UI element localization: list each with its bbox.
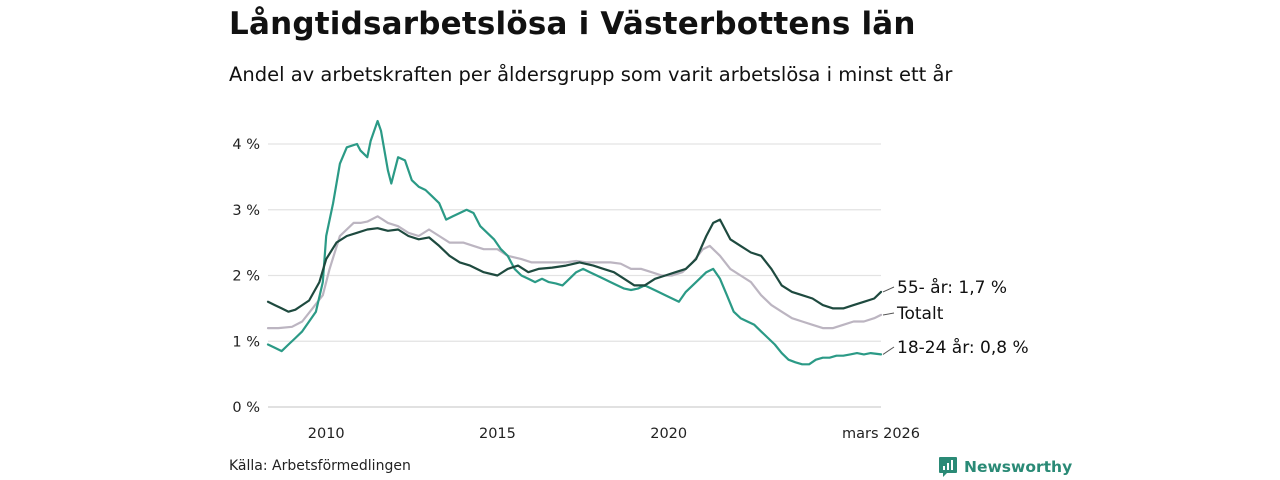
series-end-label: 18-24 år: 0,8 % bbox=[897, 337, 1029, 358]
brand[interactable]: Newsworthy bbox=[938, 456, 1072, 478]
newsworthy-logo-icon bbox=[939, 457, 957, 477]
x-tick-label: 2020 bbox=[650, 426, 687, 442]
chart-title: Långtidsarbetslösa i Västerbottens län bbox=[229, 6, 916, 42]
series-lines bbox=[266, 119, 883, 366]
source-note: Källa: Arbetsförmedlingen bbox=[229, 458, 411, 474]
brand-name: Newsworthy bbox=[964, 458, 1073, 476]
series-line-3 bbox=[266, 119, 883, 366]
series-label-leader bbox=[882, 312, 895, 316]
series-labels: 55- år: 1,7 % Totalt 18-24 år: 0,8 % bbox=[882, 277, 1029, 358]
x-tick-label: 2015 bbox=[479, 426, 516, 442]
x-axis-ticks: 2010 2015 2020 mars 2026 bbox=[308, 426, 920, 442]
y-axis-ticks: 0 % 1 % 2 % 3 % 4 % bbox=[232, 137, 260, 416]
x-tick-label: 2010 bbox=[308, 426, 345, 442]
y-tick-label: 1 % bbox=[232, 334, 260, 350]
gridlines bbox=[268, 143, 881, 408]
series-line-2 bbox=[266, 215, 883, 330]
series-label-leader bbox=[882, 286, 895, 293]
chart-subtitle: Andel av arbetskraften per åldersgrupp s… bbox=[229, 63, 953, 86]
y-tick-label: 2 % bbox=[232, 269, 260, 285]
series-line-1 bbox=[266, 218, 883, 313]
x-tick-label: mars 2026 bbox=[842, 426, 920, 442]
series-end-label: 55- år: 1,7 % bbox=[897, 277, 1007, 298]
y-tick-label: 4 % bbox=[232, 137, 260, 153]
series-end-label: Totalt bbox=[896, 304, 944, 324]
y-tick-label: 0 % bbox=[232, 400, 260, 416]
series-label-leader bbox=[882, 346, 895, 355]
y-tick-label: 3 % bbox=[232, 203, 260, 219]
